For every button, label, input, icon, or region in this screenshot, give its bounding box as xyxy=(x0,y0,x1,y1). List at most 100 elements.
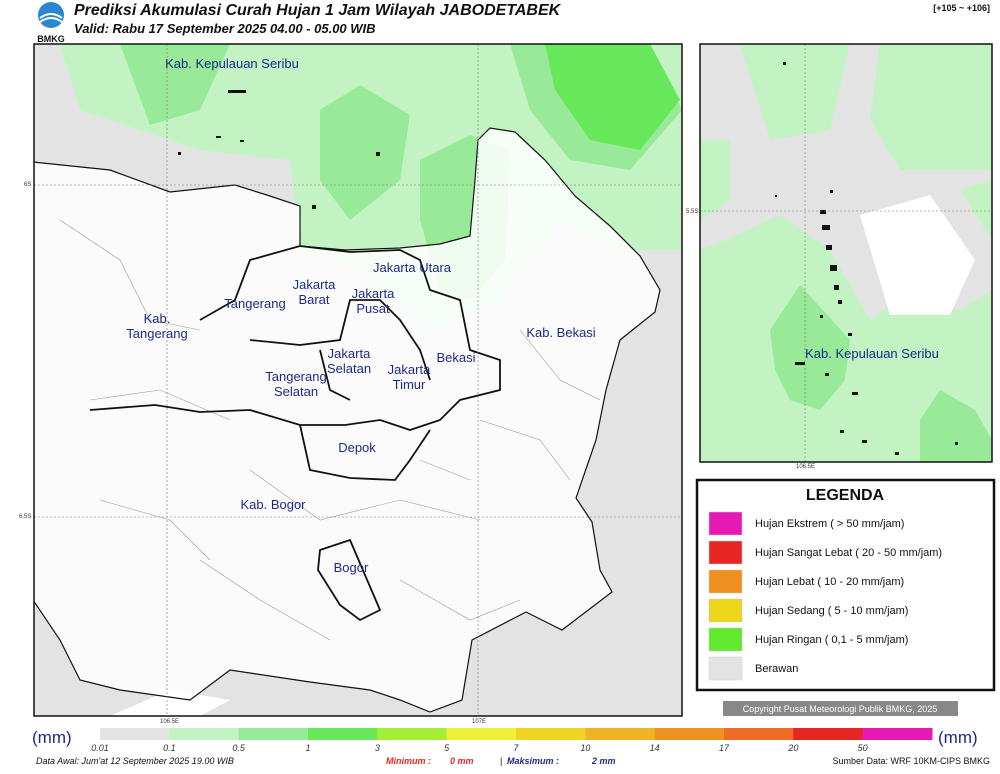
legend-swatch xyxy=(708,656,743,681)
main-map xyxy=(34,44,682,716)
graticule xyxy=(700,44,992,462)
shape xyxy=(840,430,844,433)
shape xyxy=(852,392,858,395)
region-label: Jakarta Barat xyxy=(293,277,336,307)
shape xyxy=(376,152,380,156)
colorbar-segment xyxy=(516,728,586,740)
title: Prediksi Akumulasi Curah Hujan 1 Jam Wil… xyxy=(74,2,562,19)
shape xyxy=(820,210,826,214)
inset-map xyxy=(700,44,992,462)
colorbar-segment xyxy=(793,728,864,740)
colorbar-tick: 10 xyxy=(580,743,590,753)
region-label: Kab. Bekasi xyxy=(526,325,595,340)
colorbar-segment xyxy=(308,728,378,740)
rain-area xyxy=(545,44,680,150)
region-label: Tangerang Selatan xyxy=(265,369,326,399)
region-label: Tangerang xyxy=(224,296,285,311)
lat-label: 6.5S xyxy=(19,514,31,520)
lat-label: 5.5S xyxy=(686,209,698,215)
legend-label: Hujan Ekstrem ( > 50 mm/jam) xyxy=(755,518,904,530)
legend-swatch xyxy=(708,511,743,536)
shape xyxy=(39,13,63,23)
colorbar-segment xyxy=(724,728,794,740)
legend-swatch xyxy=(708,598,743,623)
shape xyxy=(89,245,501,431)
legend-box xyxy=(695,478,996,692)
region-label: Kab. Kepulauan Seribu xyxy=(805,346,939,361)
colorbar: 0.01 0.1 0.5 1 3 5 7 10 14 17 20 50 xyxy=(91,728,933,753)
lat-label: 6S xyxy=(24,182,31,188)
colorbar-tick: 20 xyxy=(787,743,798,753)
district-borders xyxy=(59,219,601,641)
region-label: Jakarta Timur xyxy=(388,362,431,392)
colorbar-segment xyxy=(377,728,448,740)
shape xyxy=(317,538,382,622)
shape xyxy=(826,245,832,250)
shape xyxy=(955,442,958,445)
colorbar-tick: 17 xyxy=(719,743,730,753)
region-label: Bogor xyxy=(334,560,369,575)
shape xyxy=(178,152,181,155)
region-label: Jakarta Pusat xyxy=(352,286,395,316)
legend-label: Hujan Ringan ( 0,1 - 5 mm/jam) xyxy=(755,634,908,646)
shape xyxy=(830,265,837,271)
rain-area xyxy=(700,140,730,220)
land xyxy=(860,195,975,315)
colorbar-tick: 5 xyxy=(444,743,450,753)
shape xyxy=(228,90,246,93)
region-label: Bekasi xyxy=(436,350,475,365)
shape xyxy=(249,299,431,401)
subtitle: Valid: Rabu 17 September 2025 04.00 - 05… xyxy=(74,21,376,36)
shape xyxy=(895,452,899,455)
colorbar-tick: 7 xyxy=(513,743,519,753)
lon-label: 106.5E xyxy=(796,464,815,470)
colorbar-unit: (mm) xyxy=(32,728,72,747)
colorbar-segment xyxy=(446,728,517,740)
shape xyxy=(838,300,842,304)
shape xyxy=(820,315,823,318)
colorbar-segment xyxy=(585,728,656,740)
region-label: Kab. Tangerang xyxy=(126,311,187,341)
shape xyxy=(795,362,805,365)
shape xyxy=(775,195,777,197)
region-label: Jakarta Utara xyxy=(373,260,452,275)
range: [+105 ~ +106] xyxy=(933,3,990,13)
graticule xyxy=(34,44,682,716)
legend-swatch xyxy=(708,540,743,565)
shape xyxy=(830,190,833,193)
islands xyxy=(775,62,958,455)
lon-label: 107E xyxy=(472,719,486,725)
legend-label: Hujan Sangat Lebat ( 20 - 50 mm/jam) xyxy=(755,547,942,559)
source: Sumber Data: WRF 10KM-CIPS BMKG xyxy=(832,756,990,766)
rain-area xyxy=(740,44,850,140)
data-awal: Data Awal: Jum'at 12 September 2025 19.0… xyxy=(36,756,234,766)
land xyxy=(34,127,661,713)
shape xyxy=(783,62,786,65)
logo-text: BMKG xyxy=(37,34,65,44)
rain-area xyxy=(960,180,992,240)
colorbar-segment xyxy=(654,728,725,740)
shape xyxy=(312,205,316,209)
shape xyxy=(240,140,244,142)
separator: | xyxy=(500,756,502,766)
colorbar-tick: 0.5 xyxy=(232,743,246,753)
colorbar-unit: (mm) xyxy=(938,728,978,747)
shape xyxy=(825,373,829,376)
rain-area xyxy=(770,285,850,410)
min-label: Minimum : xyxy=(386,756,431,766)
legend-label: Hujan Sedang ( 5 - 10 mm/jam) xyxy=(755,605,908,617)
max-label: Maksimum : xyxy=(507,756,559,766)
region-label: Kab. Kepulauan Seribu xyxy=(165,56,299,71)
shape xyxy=(299,424,431,481)
region-labels: Kab. Kepulauan Seribu Jakarta Utara Jakart… xyxy=(126,56,596,575)
inset-frame xyxy=(699,43,993,463)
shape xyxy=(862,440,867,443)
legend-label: Berawan xyxy=(755,663,798,675)
logo: BMKG xyxy=(37,2,65,44)
copyright-box xyxy=(723,701,958,716)
max-value: 2 mm xyxy=(591,756,616,766)
colorbar-tick: 0.1 xyxy=(163,743,176,753)
legend-label: Hujan Lebat ( 10 - 20 mm/jam) xyxy=(755,576,904,588)
colorbar-segment xyxy=(100,728,170,740)
islands xyxy=(178,90,380,209)
